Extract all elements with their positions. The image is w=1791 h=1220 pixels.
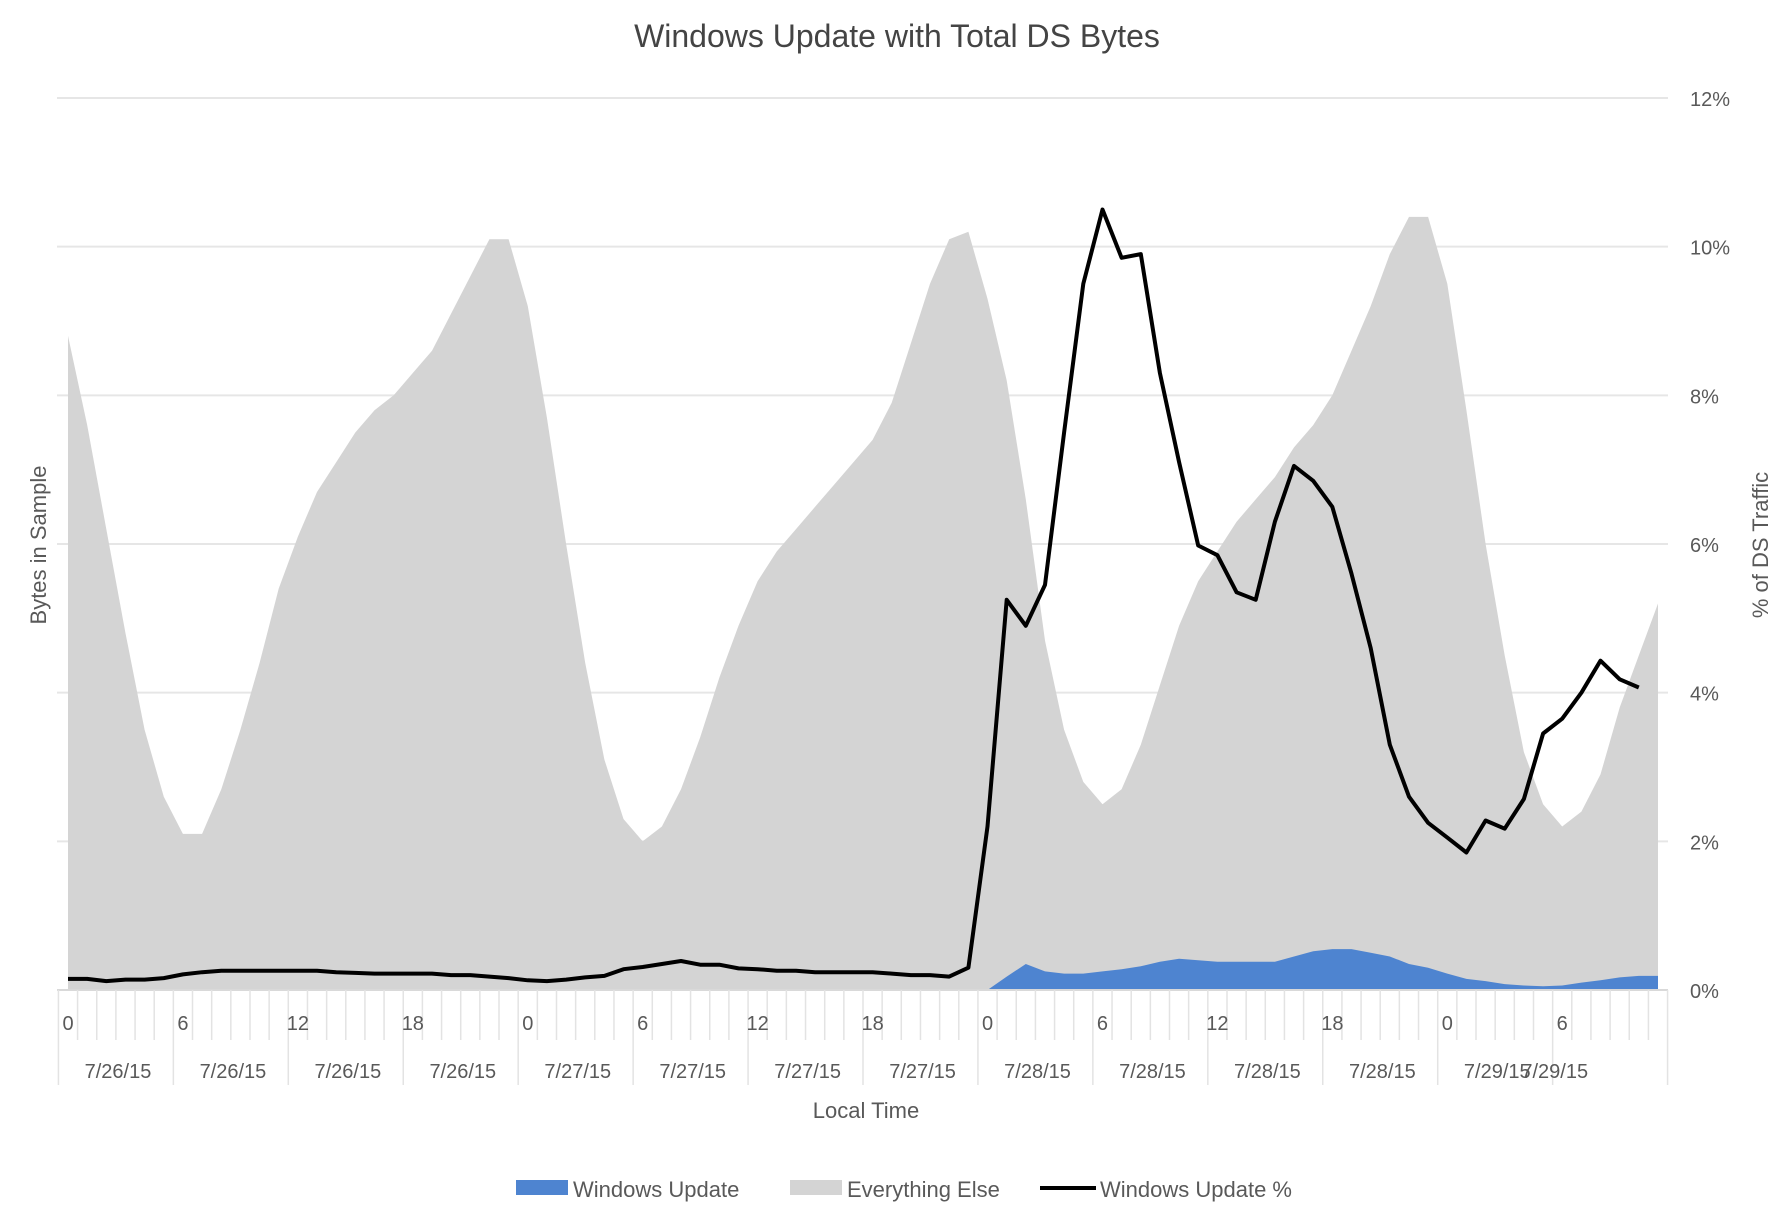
x-hour-label: 12 xyxy=(1206,1013,1228,1035)
y-tick-label: 2% xyxy=(1690,832,1719,854)
legend-swatch-windows-update xyxy=(516,1180,568,1195)
x-date-label: 7/27/15 xyxy=(544,1061,611,1083)
x-date-label: 7/28/15 xyxy=(1234,1061,1301,1083)
x-hour-label: 0 xyxy=(522,1013,533,1035)
area-windows-update xyxy=(68,949,1658,990)
x-hour-label: 18 xyxy=(402,1013,424,1035)
x-hour-label: 0 xyxy=(982,1013,993,1035)
x-date-label: 7/27/15 xyxy=(889,1061,956,1083)
x-date-label: 7/28/15 xyxy=(1004,1061,1071,1083)
x-hour-label: 6 xyxy=(1557,1013,1568,1035)
x-axis: 0 6 12 18 0 6 12 18 0 6 12 18 0 6 7/26/15 7/26/15 7/26/1… xyxy=(57,989,1669,1085)
legend-label-everything-else: Everything Else xyxy=(847,1177,1000,1202)
x-date-label: 7/26/15 xyxy=(429,1061,496,1083)
y-tick-label: 8% xyxy=(1690,386,1719,408)
y-axis-left-label: Bytes in Sample xyxy=(26,466,51,625)
y-axis-right: 0% 2% 4% 6% 8% 10% 12% xyxy=(1690,89,1730,1003)
x-hour-label: 18 xyxy=(1321,1013,1343,1035)
y-tick-label: 6% xyxy=(1690,535,1719,557)
area-everything-else xyxy=(68,216,1658,990)
x-date-label: 7/28/15 xyxy=(1349,1061,1416,1083)
x-hour-label: 6 xyxy=(177,1013,188,1035)
line-series xyxy=(68,207,1640,984)
y-tick-label: 4% xyxy=(1690,684,1719,706)
x-hour-label: 6 xyxy=(1097,1013,1108,1035)
y-axis-right-label: % of DS Traffic xyxy=(1748,472,1773,618)
x-axis-label: Local Time xyxy=(813,1098,919,1123)
x-date-label: 7/29/15 xyxy=(1464,1061,1531,1083)
legend: Windows Update Everything Else Windows U… xyxy=(516,1177,1292,1202)
x-date-label: 7/26/15 xyxy=(200,1061,267,1083)
chart-title: Windows Update with Total DS Bytes xyxy=(634,18,1160,54)
x-date-label: 7/26/15 xyxy=(315,1061,382,1083)
x-date-label: 7/29/15 xyxy=(1521,1061,1588,1083)
x-date-label: 7/26/15 xyxy=(85,1061,152,1083)
x-hour-label: 0 xyxy=(1442,1013,1453,1035)
line-windows-update-pct xyxy=(68,207,1640,984)
x-hour-label: 0 xyxy=(62,1013,73,1035)
x-hour-label: 12 xyxy=(747,1013,769,1035)
legend-swatch-everything-else xyxy=(790,1180,842,1195)
x-hour-label: 12 xyxy=(287,1013,309,1035)
y-tick-label: 10% xyxy=(1690,238,1730,260)
legend-label-windows-update-pct: Windows Update % xyxy=(1100,1177,1292,1202)
area-series xyxy=(68,216,1658,990)
x-hour-label: 6 xyxy=(637,1013,648,1035)
y-tick-label: 12% xyxy=(1690,89,1730,111)
x-date-label: 7/27/15 xyxy=(659,1061,726,1083)
legend-label-windows-update: Windows Update xyxy=(573,1177,739,1202)
x-hour-label: 18 xyxy=(861,1013,883,1035)
x-date-label: 7/28/15 xyxy=(1119,1061,1186,1083)
x-date-label: 7/27/15 xyxy=(774,1061,841,1083)
y-tick-label: 0% xyxy=(1690,981,1719,1003)
